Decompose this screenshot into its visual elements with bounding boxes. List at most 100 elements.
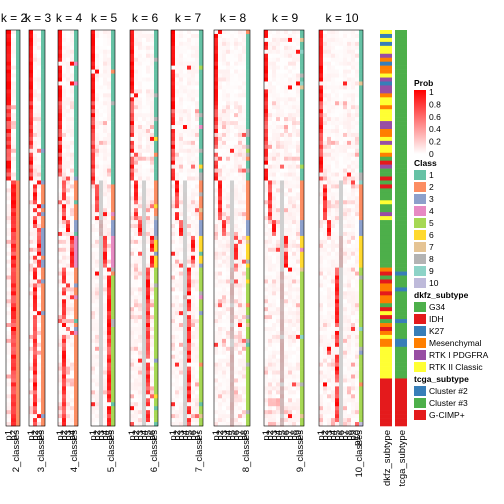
prob-cell xyxy=(58,168,62,173)
prob-cell xyxy=(6,125,11,130)
panel-title: k = 4 xyxy=(56,11,83,25)
class-cell xyxy=(300,279,304,284)
prob-cell xyxy=(264,37,268,43)
prob-cell xyxy=(103,148,107,154)
class-cell xyxy=(16,287,20,292)
prob-cell xyxy=(234,93,238,98)
prob-cell xyxy=(242,315,246,320)
prob-cell xyxy=(62,235,66,241)
prob-cell xyxy=(6,228,11,233)
class-cell xyxy=(111,192,115,197)
prob-cell xyxy=(242,176,246,181)
prob-cell xyxy=(179,140,183,146)
prob-cell xyxy=(33,398,37,403)
prob-cell xyxy=(242,212,246,217)
prob-cell xyxy=(191,346,195,352)
prob-cell xyxy=(183,89,187,94)
prob-cell xyxy=(187,224,191,229)
prob-cell xyxy=(70,279,74,284)
prob-cell xyxy=(62,251,66,257)
prob-cell xyxy=(280,160,284,165)
class-cell xyxy=(154,319,158,324)
prob-cell xyxy=(226,77,230,82)
prob-cell xyxy=(179,342,183,348)
prob-cell xyxy=(214,378,218,383)
prob-cell xyxy=(107,239,111,245)
prob-cell xyxy=(195,176,199,181)
prob-cell xyxy=(175,30,179,35)
prob-cell xyxy=(130,323,134,328)
class-cell xyxy=(199,168,203,173)
prob-cell xyxy=(146,73,150,78)
prob-cell xyxy=(91,53,95,59)
class-cell xyxy=(111,247,115,253)
prob-cell xyxy=(103,283,107,288)
prob-cell xyxy=(6,109,11,114)
prob-cell xyxy=(222,350,226,356)
prob-cell xyxy=(214,231,218,237)
prob-cell xyxy=(11,220,16,225)
prob-cell xyxy=(62,231,66,237)
column-label: p2 xyxy=(92,430,103,441)
class-cell xyxy=(74,148,78,154)
prob-cell xyxy=(33,109,37,114)
prob-cell xyxy=(268,275,272,280)
prob-cell xyxy=(175,212,179,217)
prob-cell xyxy=(62,402,66,407)
prob-cell xyxy=(288,172,292,177)
class-cell xyxy=(41,311,45,316)
prob-cell xyxy=(268,216,272,221)
class-cell xyxy=(41,180,45,185)
prob-cell xyxy=(103,299,107,304)
prob-cell xyxy=(6,176,11,181)
class-cell xyxy=(246,422,250,427)
prob-cell xyxy=(179,271,183,276)
prob-cell xyxy=(238,156,242,161)
class-cell xyxy=(246,129,250,134)
prob-cell xyxy=(99,30,103,35)
prob-cell xyxy=(29,382,33,387)
prob-cell xyxy=(242,41,246,47)
class-cell xyxy=(111,89,115,94)
prob-cell xyxy=(37,295,41,300)
prob-cell xyxy=(292,30,296,35)
prob-cell xyxy=(70,41,74,47)
prob-cell xyxy=(296,188,300,193)
class-cell xyxy=(199,303,203,308)
prob-cell xyxy=(214,410,218,415)
prob-cell xyxy=(268,164,272,169)
prob-cell xyxy=(11,275,16,280)
prob-cell xyxy=(29,73,33,78)
prob-cell xyxy=(191,184,195,189)
prob-cell xyxy=(29,330,33,336)
prob-cell xyxy=(103,303,107,308)
class-cell xyxy=(16,57,20,62)
prob-cell xyxy=(222,287,226,292)
prob-cell xyxy=(226,386,230,391)
prob-cell xyxy=(6,101,11,106)
class-cell xyxy=(199,41,203,47)
class-cell xyxy=(199,255,203,260)
prob-cell xyxy=(218,121,222,126)
prob-cell xyxy=(187,279,191,284)
prob-cell xyxy=(238,323,242,328)
prob-cell xyxy=(242,422,246,427)
prob-cell xyxy=(191,279,195,284)
prob-cell xyxy=(103,176,107,181)
prob-cell xyxy=(150,267,154,272)
prob-cell xyxy=(187,350,191,356)
prob-cell xyxy=(37,235,41,241)
class-cell xyxy=(74,315,78,320)
prob-cell xyxy=(70,228,74,233)
prob-cell xyxy=(280,172,284,177)
prob-cell xyxy=(276,97,280,102)
class-cell xyxy=(300,168,304,173)
prob-cell xyxy=(130,105,134,110)
prob-cell xyxy=(226,370,230,375)
prob-cell xyxy=(130,338,134,344)
prob-cell xyxy=(134,113,138,118)
prob-cell xyxy=(146,93,150,98)
prob-cell xyxy=(37,271,41,276)
prob-cell xyxy=(195,132,199,138)
prob-cell xyxy=(11,394,16,399)
